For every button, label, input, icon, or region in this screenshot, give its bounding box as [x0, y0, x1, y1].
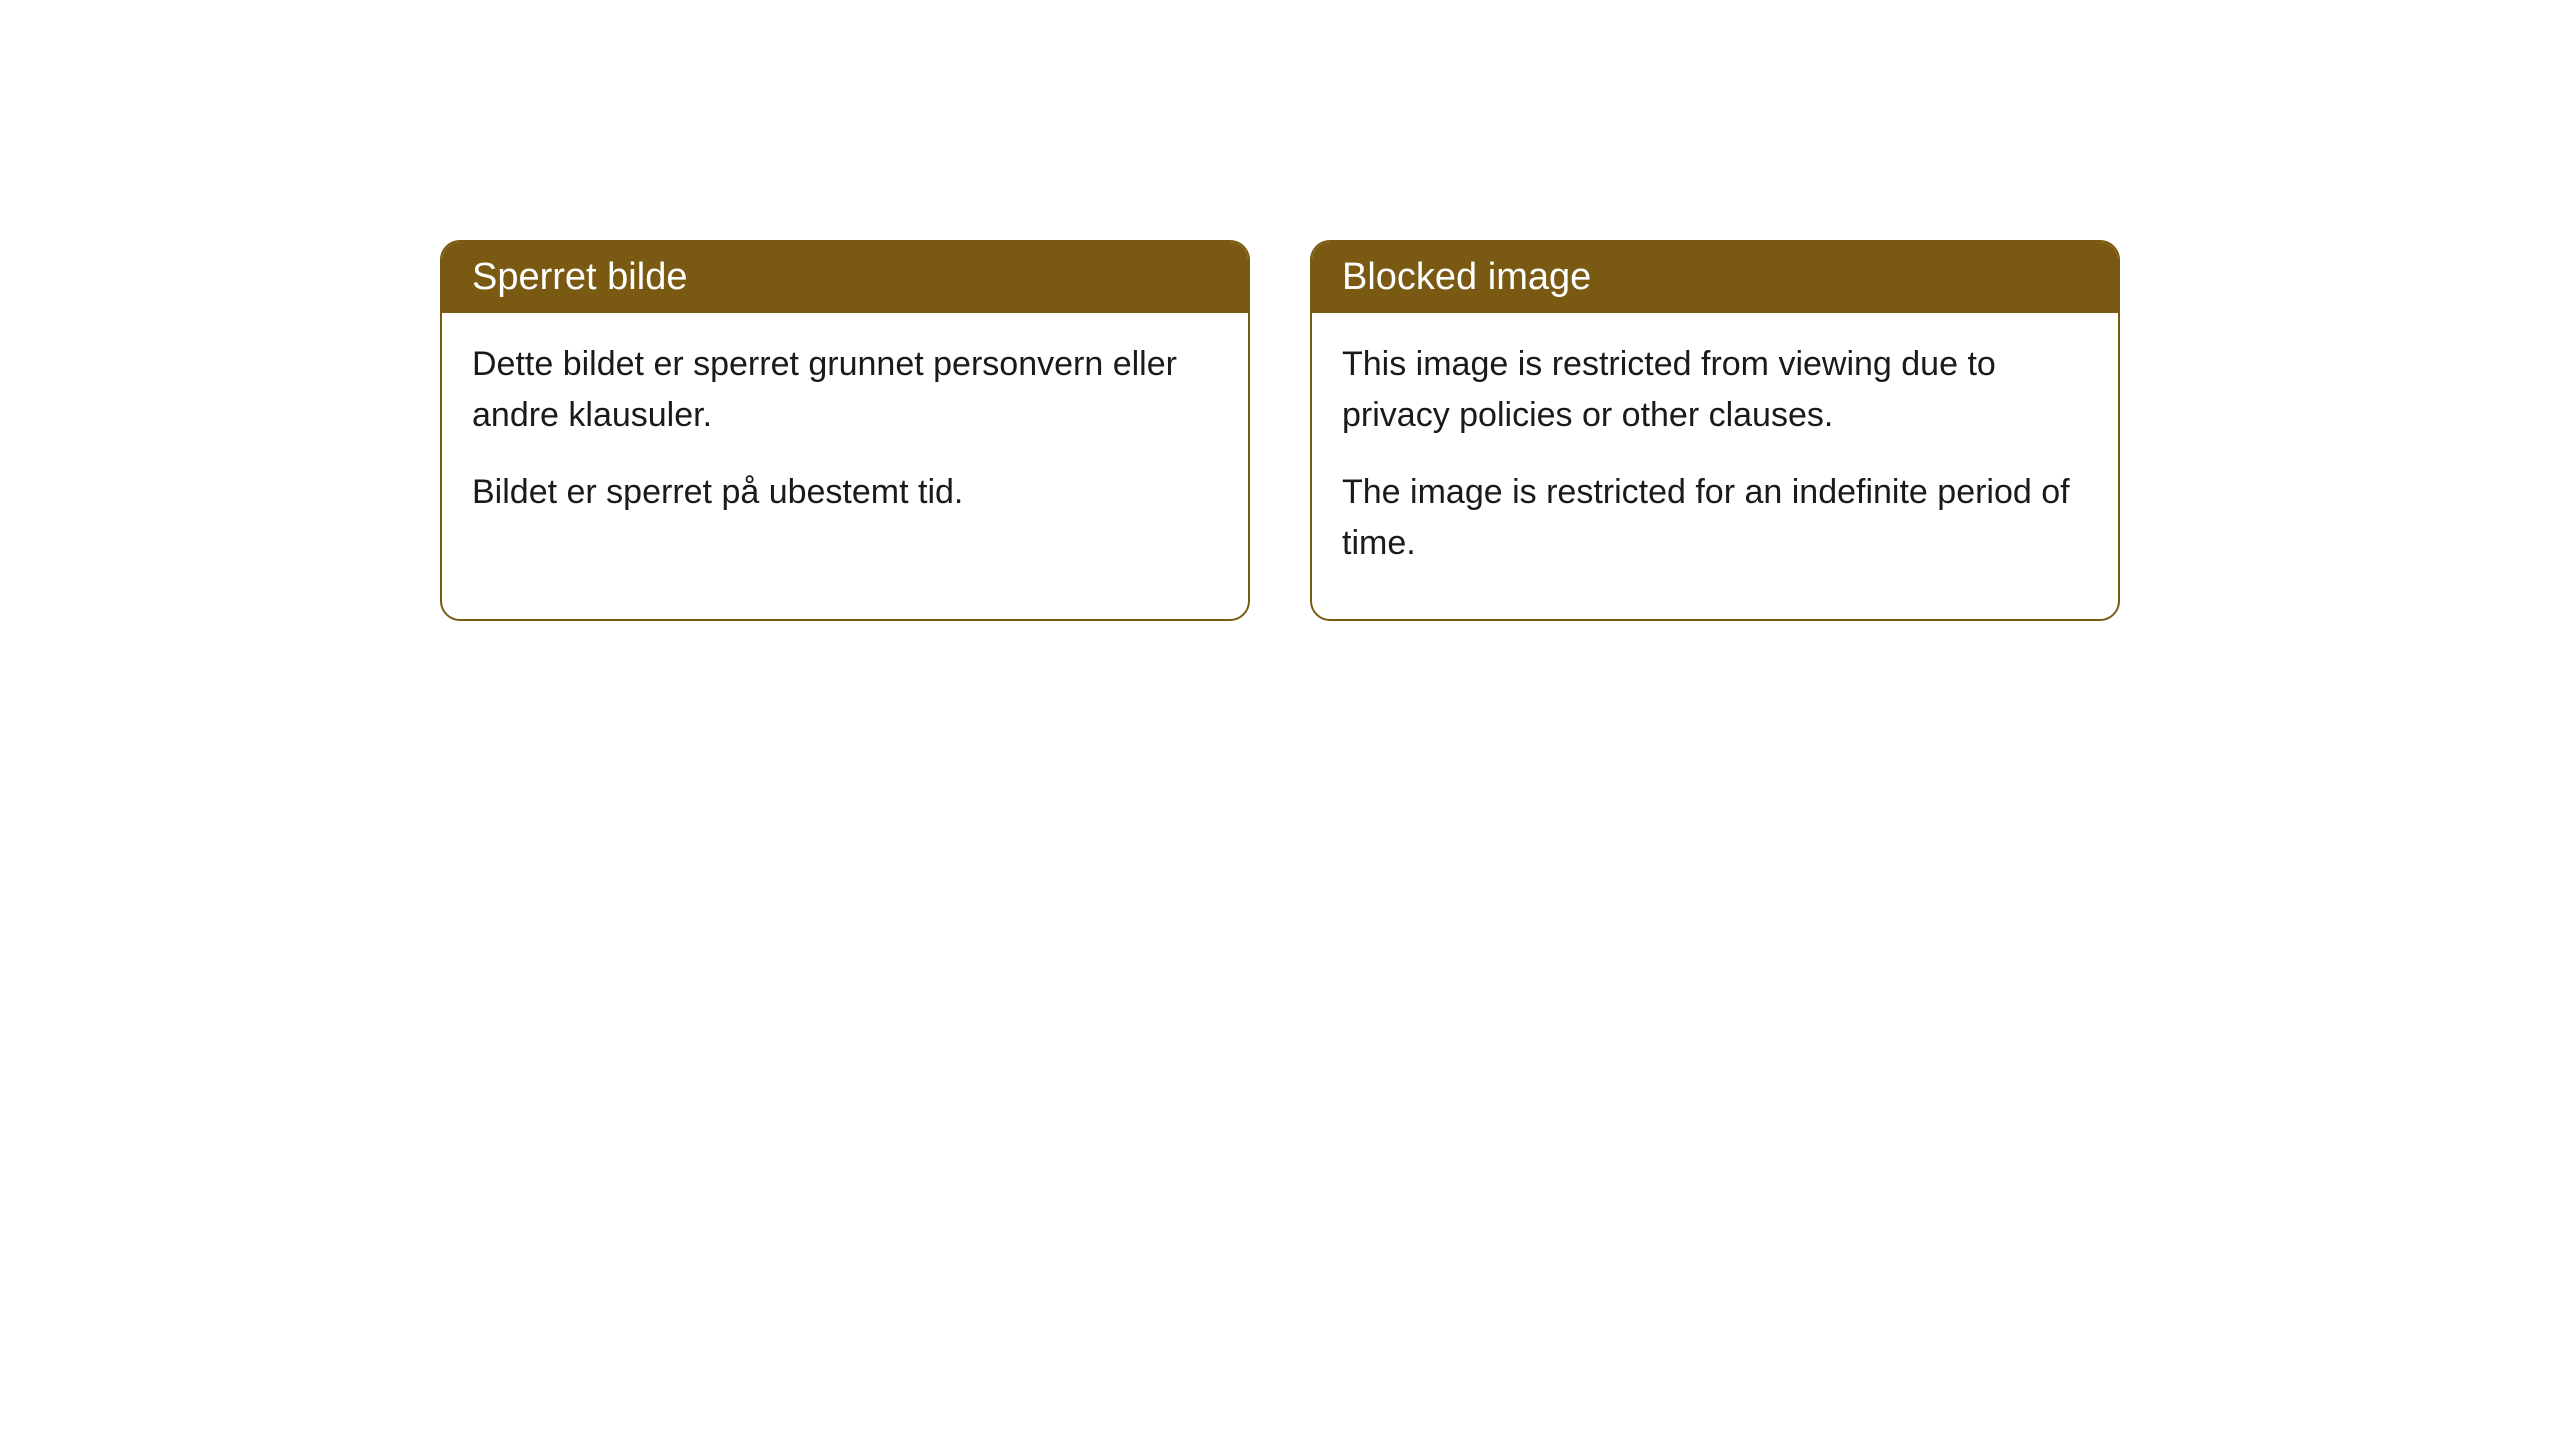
- notice-cards-container: Sperret bilde Dette bildet er sperret gr…: [440, 240, 2120, 621]
- card-title: Blocked image: [1342, 256, 1591, 298]
- card-title: Sperret bilde: [472, 256, 687, 298]
- card-body: This image is restricted from viewing du…: [1312, 313, 2118, 619]
- card-header: Blocked image: [1312, 242, 2118, 313]
- card-paragraph: Dette bildet er sperret grunnet personve…: [472, 339, 1218, 441]
- notice-card-english: Blocked image This image is restricted f…: [1310, 240, 2120, 621]
- card-paragraph: The image is restricted for an indefinit…: [1342, 467, 2088, 569]
- card-header: Sperret bilde: [442, 242, 1248, 313]
- notice-card-norwegian: Sperret bilde Dette bildet er sperret gr…: [440, 240, 1250, 621]
- card-paragraph: This image is restricted from viewing du…: [1342, 339, 2088, 441]
- card-body: Dette bildet er sperret grunnet personve…: [442, 313, 1248, 568]
- card-paragraph: Bildet er sperret på ubestemt tid.: [472, 467, 1218, 518]
